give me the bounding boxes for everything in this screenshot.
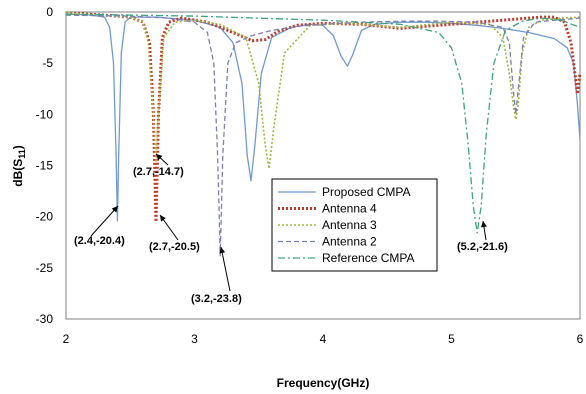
y-axis-title-subscript: 11	[17, 149, 27, 159]
annotation-arrowhead	[156, 154, 163, 161]
y-tick-label: -15	[36, 159, 54, 173]
legend-entry-label: Proposed CMPA	[322, 185, 410, 199]
annotation-label: (2.7,-20.5)	[149, 241, 200, 253]
annotation-arrowhead	[160, 215, 166, 222]
legend-items: Proposed CMPA Antenna 4 Antenna 3 Antenna 2…	[278, 185, 414, 265]
x-tick-label: 4	[320, 332, 327, 346]
annotation-arrow-line	[90, 205, 119, 237]
series-layer	[65, 11, 582, 257]
y-tick-label: 0	[46, 5, 53, 19]
legend-entry-label: Reference CMPA	[322, 251, 414, 265]
y-axis-title-main: dB(S	[11, 159, 25, 187]
y-tick-labels: 0 -5 -10 -15 -20 -25 -30	[36, 5, 54, 326]
annotation-label: (2.4,-20.4)	[74, 235, 125, 247]
plot-area-frame	[65, 11, 581, 320]
y-tick-label: -20	[36, 210, 54, 224]
annotation-arrowhead	[480, 221, 487, 228]
legend-entry-label: Antenna 2	[322, 235, 377, 249]
annotation-label: (2.7,-14.7)	[133, 166, 184, 178]
x-tick-labels: 2 3 4 5 6	[63, 332, 584, 346]
series-line-antenna-3	[65, 12, 581, 170]
annotation-arrow-line	[220, 246, 231, 292]
annotation-label: (3.2,-23.8)	[191, 293, 242, 305]
legend-entry-label: Antenna 4	[322, 202, 377, 216]
legend-entry-label: Antenna 3	[322, 218, 377, 232]
y-tick-label: -10	[36, 107, 54, 121]
x-axis-title: Frequency(GHz)	[277, 376, 370, 390]
y-tick-label: -5	[42, 56, 53, 70]
x-tick-label: 6	[577, 332, 584, 346]
annotation-layer: (2.4,-20.4) (2.7,-14.7) (2.7,-20.5) (3.2,-2…	[74, 153, 508, 305]
series-line-proposed-cmpa	[65, 13, 581, 222]
series-line-reference-cmpa	[65, 13, 581, 234]
y-axis-title: dB(S11)	[11, 145, 27, 187]
annotation-label: (5.2,-21.6)	[457, 241, 508, 253]
y-tick-label: -25	[36, 261, 54, 275]
y-tick-label: -30	[36, 312, 54, 326]
x-tick-label: 3	[191, 332, 198, 346]
annotation-arrowhead	[111, 206, 118, 213]
annotation-arrowhead	[219, 247, 226, 254]
y-axis-title-close: )	[11, 145, 25, 149]
x-tick-label: 2	[63, 332, 70, 346]
series-line-antenna-2	[65, 14, 581, 257]
legend: Proposed CMPA Antenna 4 Antenna 3 Antenna 2…	[271, 178, 438, 272]
x-tick-label: 5	[448, 332, 455, 346]
